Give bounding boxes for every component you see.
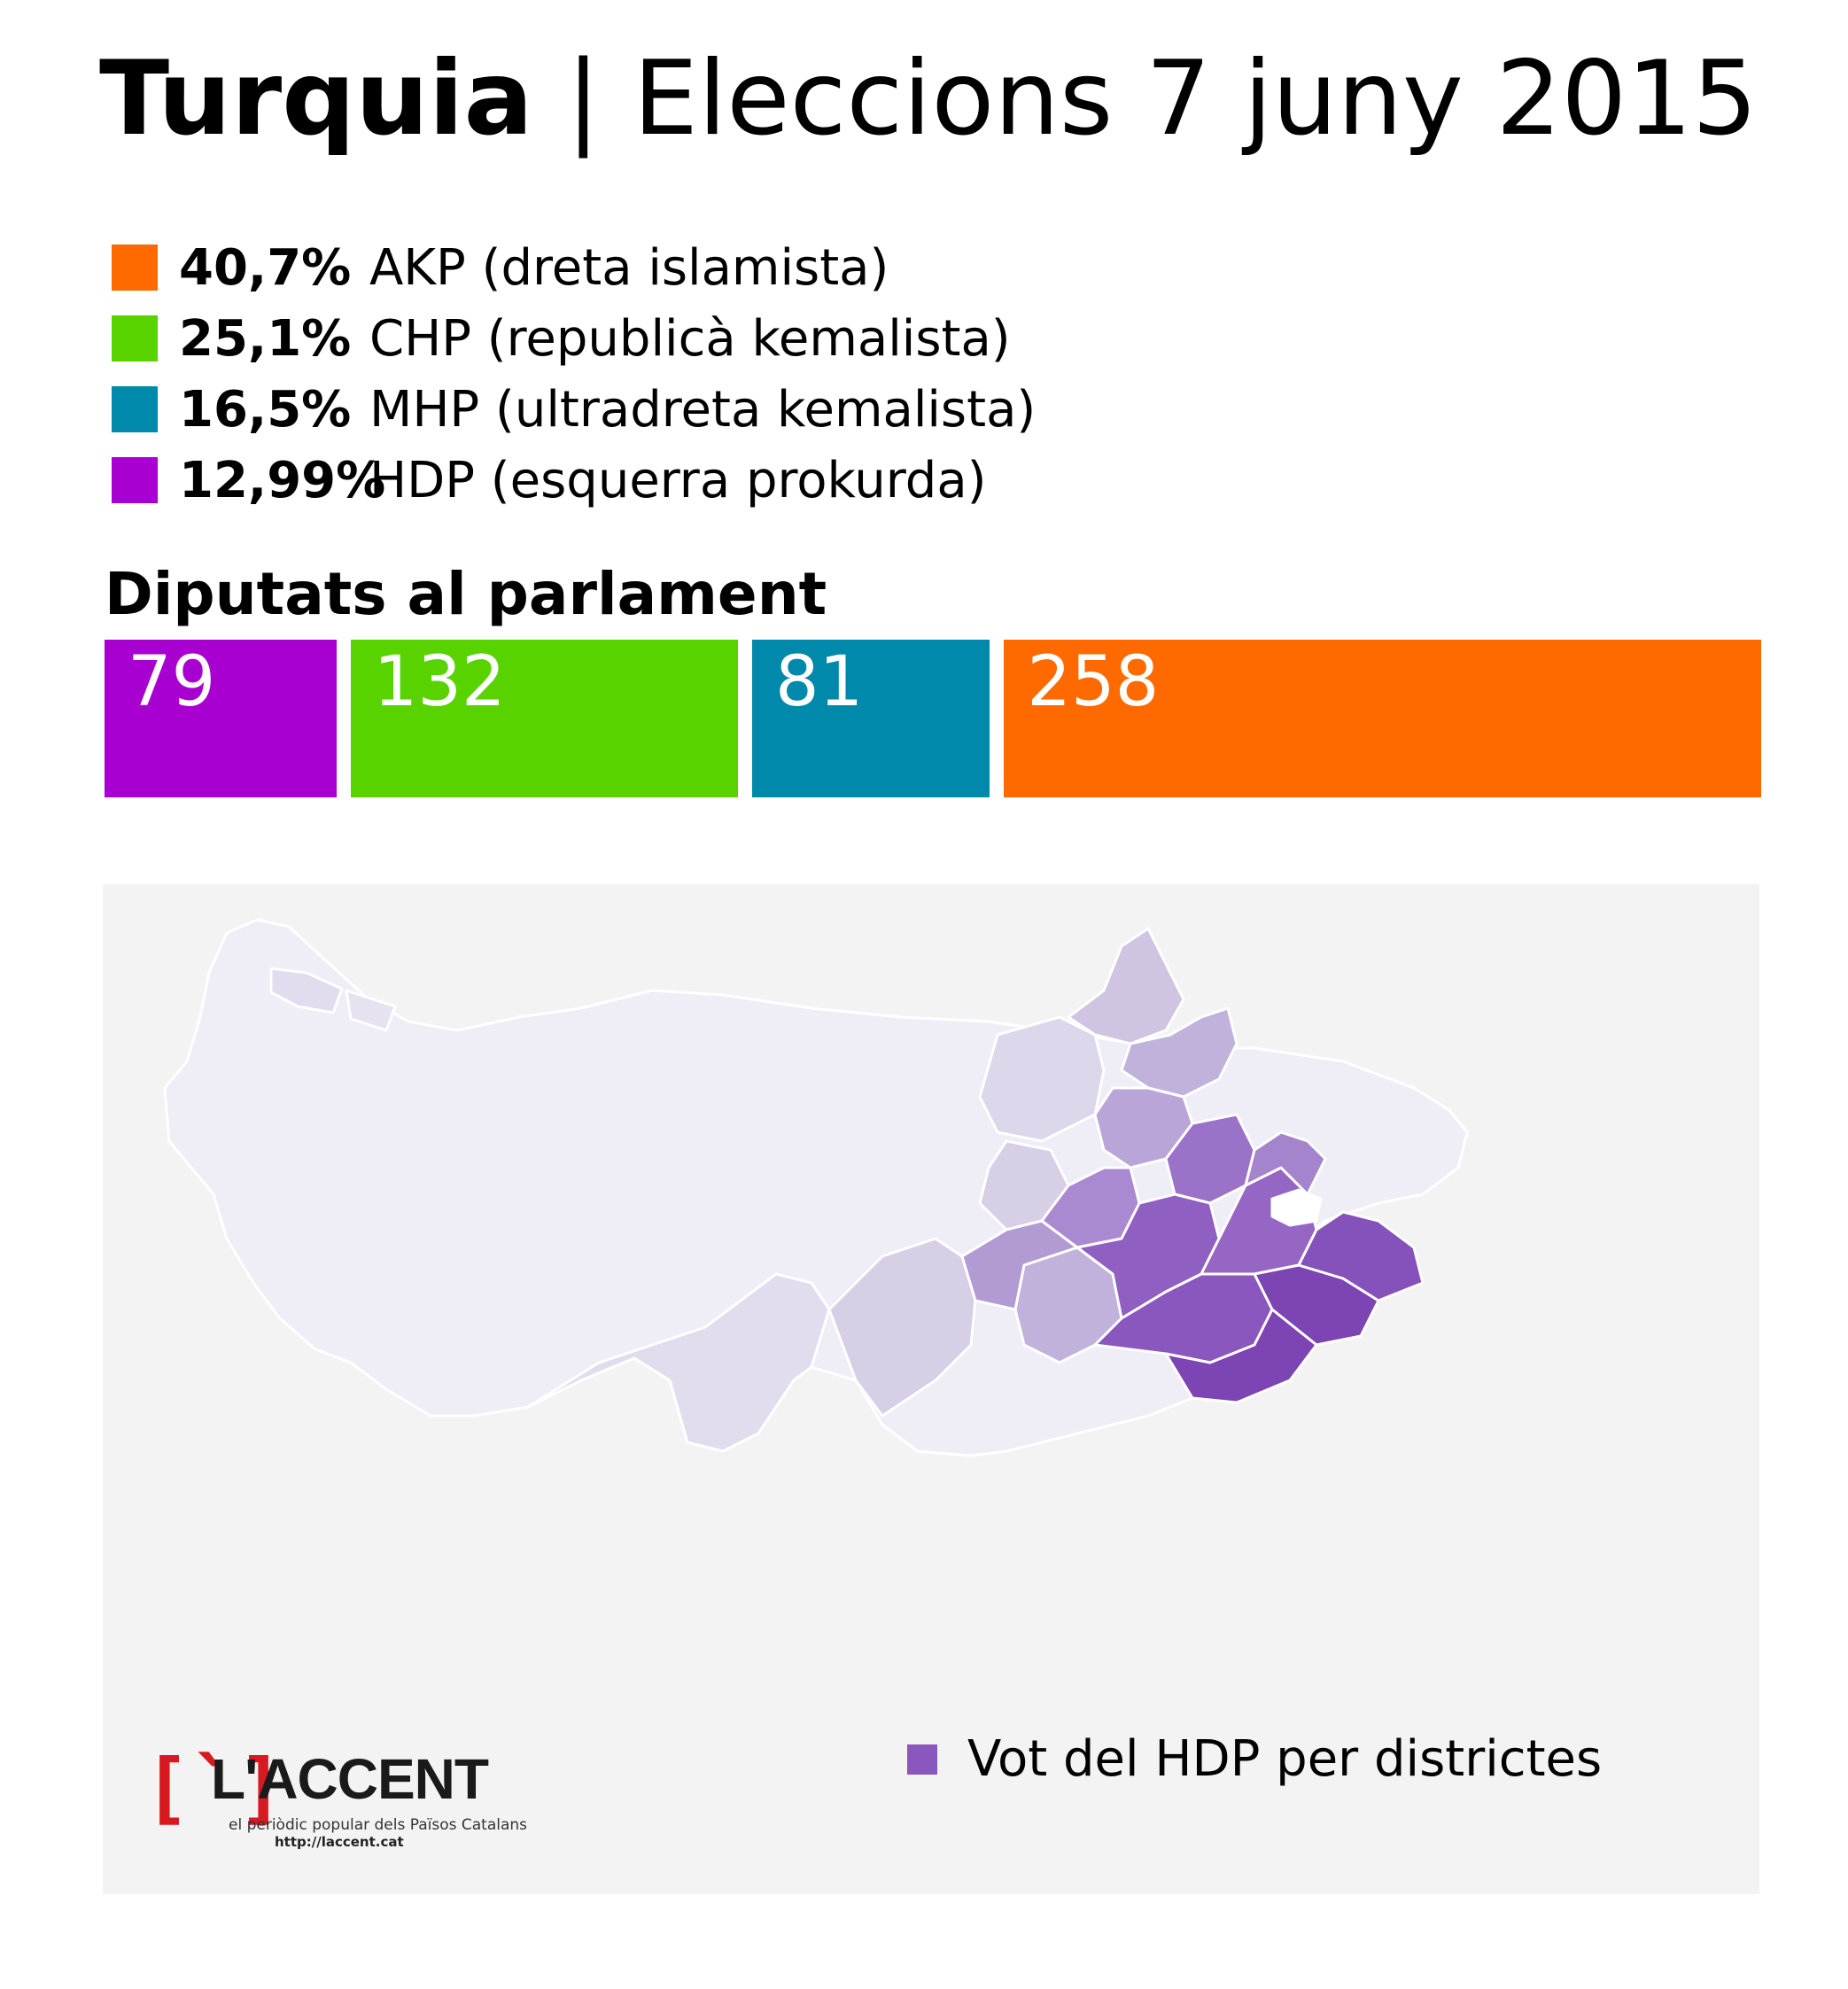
title-separator: |: [565, 39, 601, 159]
legend-pct-chp: 25,1%: [179, 309, 352, 368]
map-region-east-darkest-3: [1164, 1308, 1318, 1404]
seat-count-mhp: 81: [774, 642, 864, 722]
logo-url: http://laccent.cat: [275, 1834, 404, 1850]
seat-bar-akp: 258: [1004, 640, 1761, 797]
seat-bar-mhp: 81: [751, 640, 990, 797]
seat-bar-hdp: 79: [105, 640, 337, 797]
map-region-east-dark-1: [1164, 1113, 1256, 1205]
legend-label-mhp: MHP (ultradreta kemalista): [369, 380, 1037, 439]
logo-bracket-mark: [`]: [144, 1742, 284, 1833]
legend-item-mhp: 16,5% MHP (ultradreta kemalista): [112, 374, 1036, 445]
laccent-logo: [`] L'ACCENT el periòdic popular dels Pa…: [144, 1745, 533, 1852]
map-region-east-light-3: [1067, 927, 1185, 1045]
map-legend-label: Vot del HDP per districtes: [967, 1730, 1603, 1788]
legend-item-chp: 25,1% CHP (republicà kemalista): [112, 303, 1036, 374]
map-region-thrace-b: [345, 989, 397, 1032]
legend-swatch-chp: [112, 315, 158, 361]
map-region-east-mid-1: [1120, 1006, 1238, 1099]
seat-bar-chp: 132: [350, 640, 738, 797]
legend-pct-hdp: 12,99%: [179, 451, 386, 509]
seat-count-akp: 258: [1027, 642, 1160, 722]
map-lake: [1270, 1188, 1323, 1227]
legend-label-akp: AKP (dreta islamista): [369, 238, 889, 297]
seats-title: Diputats al parlament: [105, 560, 827, 628]
turkey-map: [163, 918, 1469, 1457]
map-legend-swatch: [907, 1744, 937, 1775]
legend-pct-mhp: 16,5%: [179, 380, 352, 439]
legend-label-chp: CHP (republicà kemalista): [369, 309, 1011, 368]
legend-swatch-mhp: [112, 386, 158, 432]
map-panel: Vot del HDP per districtes [`] L'ACCENT …: [103, 884, 1759, 1894]
map-region-southeast-light: [827, 1237, 977, 1418]
legend-pct-akp: 40,7%: [179, 238, 352, 297]
title-country: Turquia: [99, 39, 533, 159]
vote-legend: 40,7% AKP (dreta islamista) 25,1% CHP (r…: [112, 232, 1036, 516]
map-region-east-darkest-2: [1297, 1210, 1425, 1302]
map-region-east-dark-6: [1244, 1130, 1327, 1196]
page-title: Turquia | Eleccions 7 juny 2015: [99, 48, 1758, 151]
legend-label-hdp: HDP (esquerra prokurda): [369, 451, 987, 509]
map-region-thrace-a: [269, 967, 344, 1014]
legend-swatch-akp: [112, 245, 158, 291]
legend-item-hdp: 12,99% HDP (esquerra prokurda): [112, 445, 1036, 516]
legend-item-akp: 40,7% AKP (dreta islamista): [112, 232, 1036, 303]
seat-count-hdp: 79: [128, 642, 216, 722]
logo-tagline: el periòdic popular dels Països Catalans: [229, 1816, 528, 1834]
legend-swatch-hdp: [112, 457, 158, 503]
map-legend: Vot del HDP per districtes: [907, 1730, 1602, 1788]
map-region-east-mid-4: [960, 1219, 1079, 1311]
title-rest: Eleccions 7 juny 2015: [633, 39, 1758, 159]
logo-name: L'ACCENT: [211, 1747, 489, 1811]
map-region-south-coast: [526, 1272, 831, 1453]
seat-count-chp: 132: [373, 642, 506, 722]
